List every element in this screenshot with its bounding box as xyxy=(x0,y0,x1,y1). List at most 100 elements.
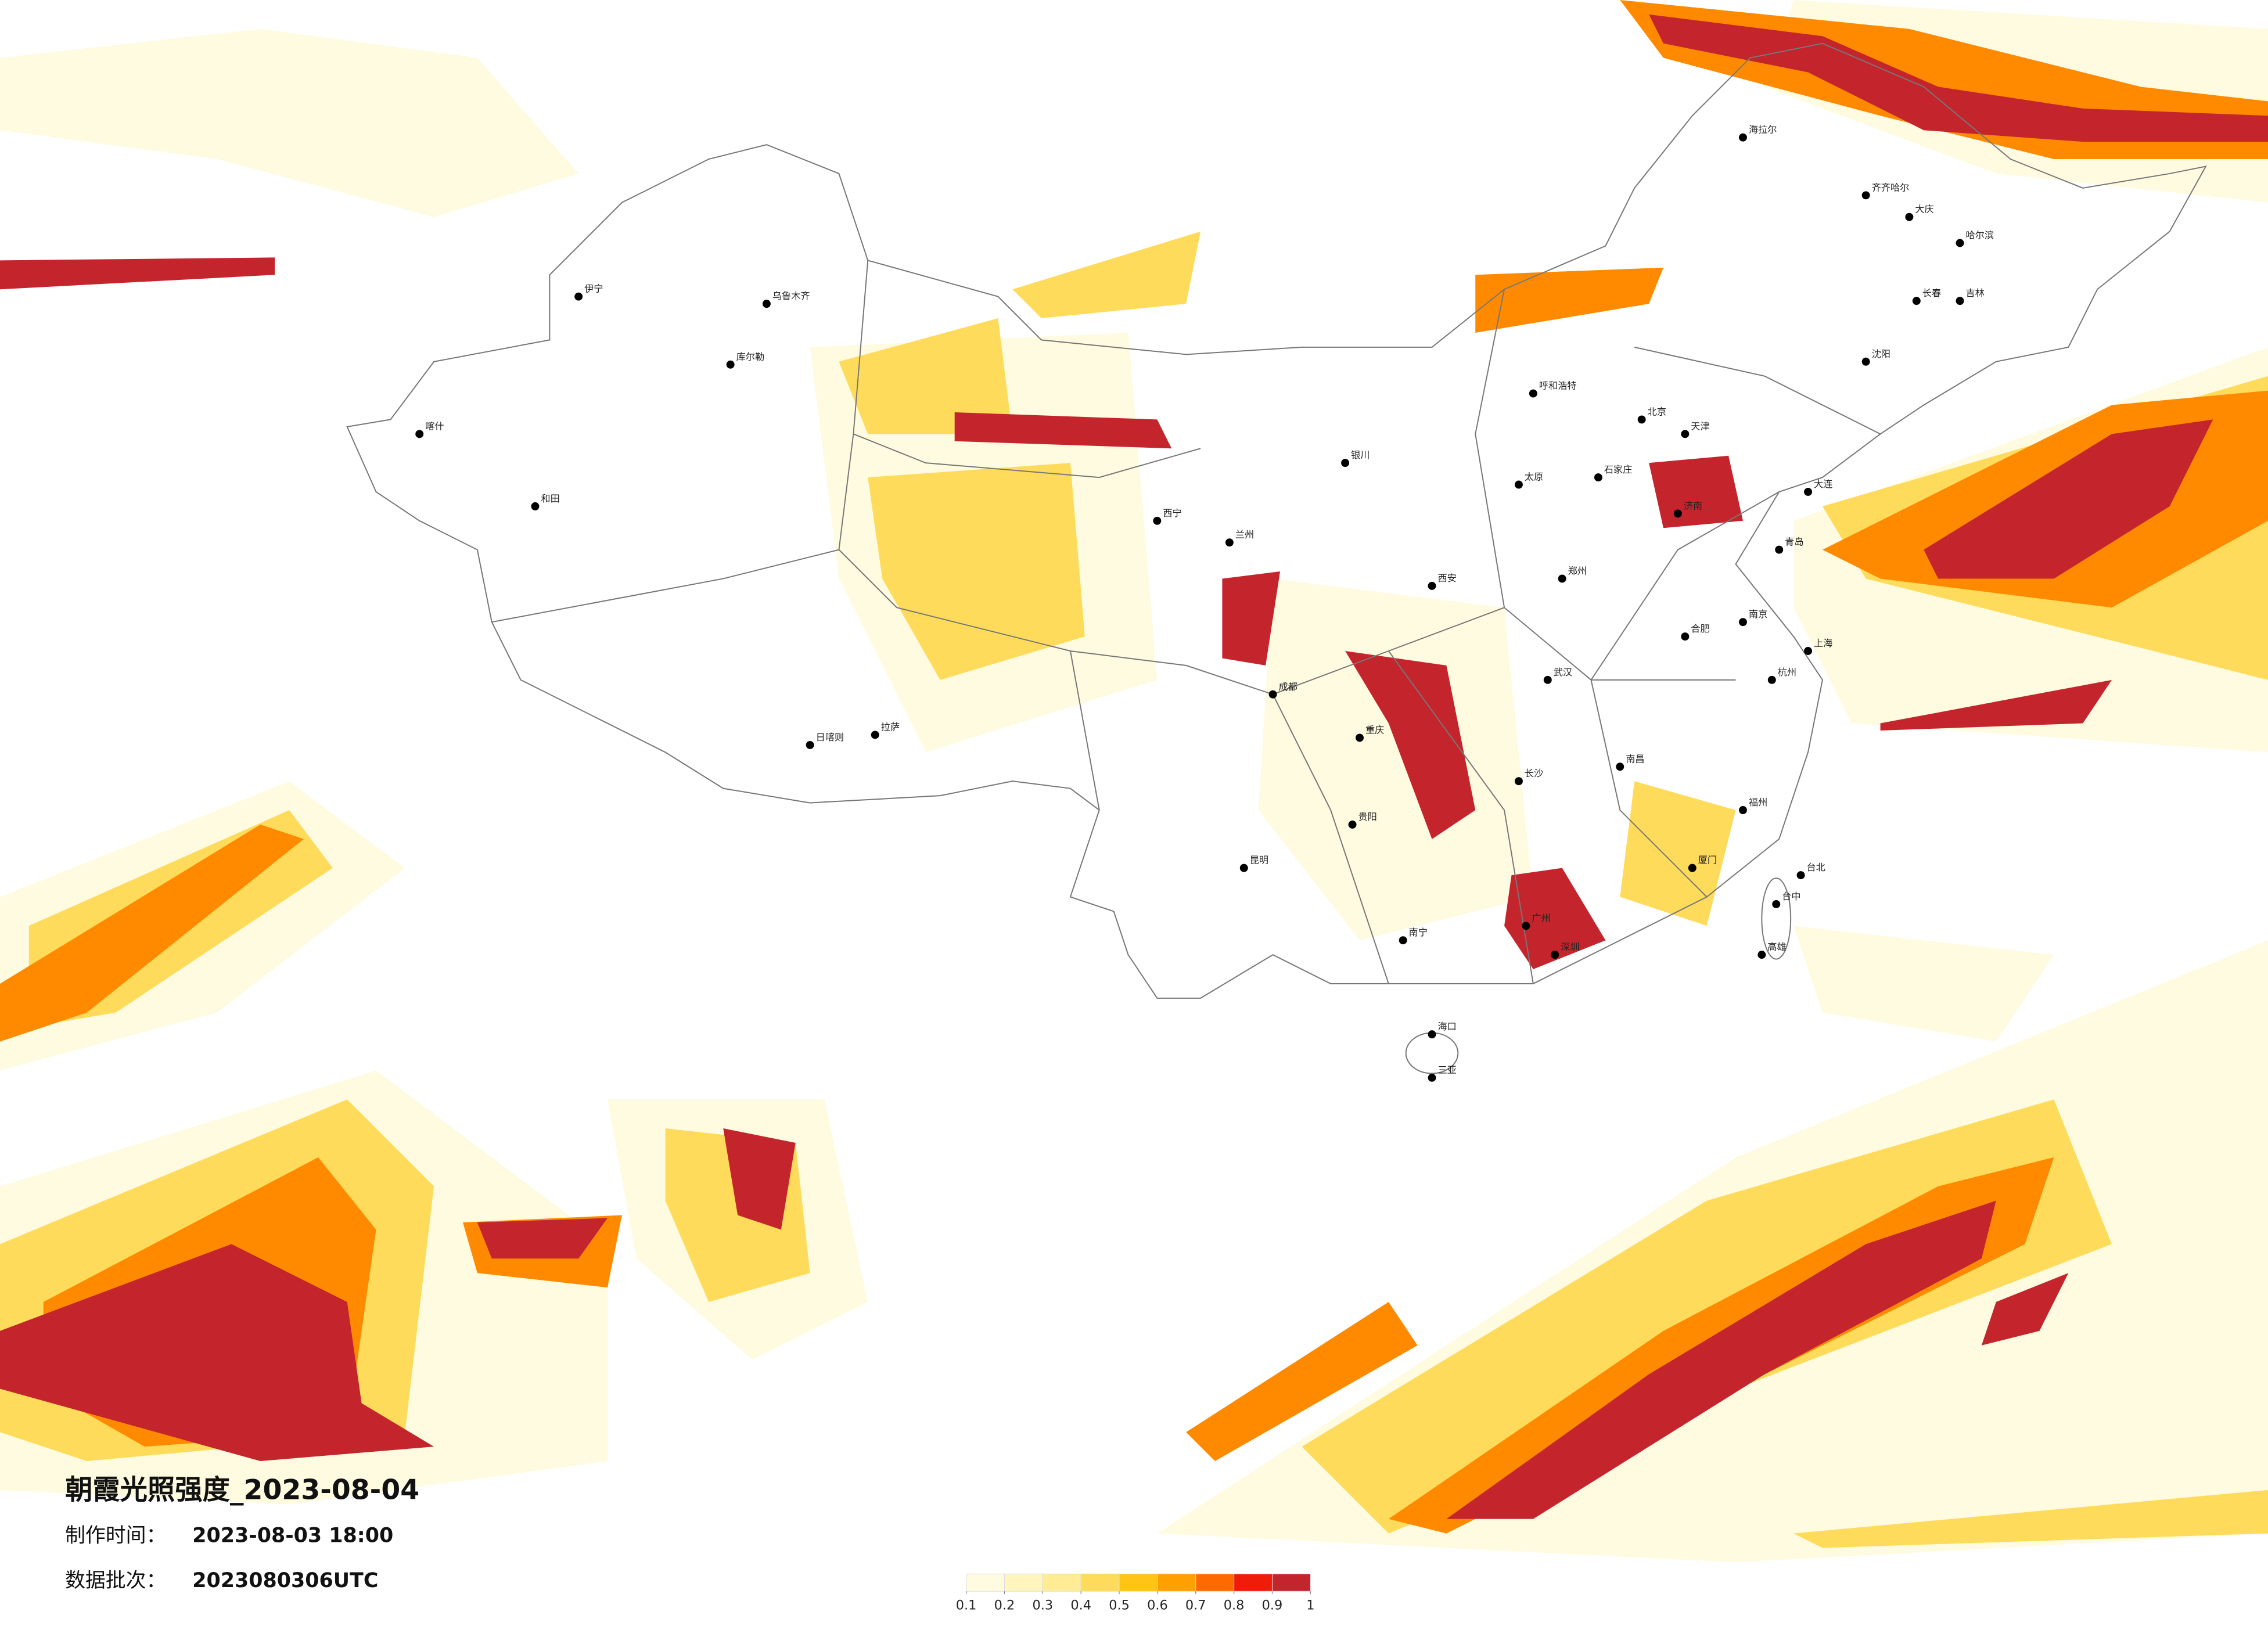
city-label: 长春 xyxy=(1922,287,1941,298)
city-marker xyxy=(1673,509,1682,518)
city-marker xyxy=(1529,389,1537,398)
city-marker xyxy=(1681,430,1690,438)
city-marker xyxy=(1912,297,1921,305)
city-label: 海拉尔 xyxy=(1749,124,1777,135)
city-label: 济南 xyxy=(1684,500,1702,511)
legend-swatch xyxy=(1004,1573,1043,1592)
china-outline xyxy=(346,42,2207,999)
city-marker xyxy=(1225,538,1234,547)
map-title: 朝霞光照强度_2023-08-04 xyxy=(65,1474,419,1506)
city-marker xyxy=(1775,545,1784,554)
taiwan xyxy=(1761,877,1792,960)
city-marker xyxy=(1738,618,1747,627)
city-marker xyxy=(1905,213,1914,221)
city-label: 拉萨 xyxy=(881,722,900,733)
city-label: 广州 xyxy=(1532,912,1550,923)
legend-swatch xyxy=(1195,1573,1235,1592)
city-marker xyxy=(1681,632,1690,641)
city-marker xyxy=(1514,777,1523,786)
info-value: 2023-08-03 18:00 xyxy=(192,1524,393,1548)
city-label: 杭州 xyxy=(1778,667,1796,678)
city-label: 长沙 xyxy=(1525,768,1543,779)
city-marker xyxy=(871,731,879,739)
legend-tick-label: 0.6 xyxy=(1147,1598,1168,1613)
city-label: 石家庄 xyxy=(1604,464,1633,475)
city-marker xyxy=(1804,488,1813,496)
city-marker xyxy=(1543,675,1552,684)
legend-tick-label: 0.7 xyxy=(1185,1598,1206,1613)
legend-tick-label: 0.4 xyxy=(1070,1598,1091,1613)
legend-tick-label: 0.3 xyxy=(1033,1598,1054,1613)
city-marker xyxy=(1738,133,1747,142)
city-label: 成都 xyxy=(1279,681,1297,692)
city-label: 武汉 xyxy=(1554,667,1572,678)
city-label: 喀什 xyxy=(425,420,444,431)
city-marker xyxy=(1757,951,1766,959)
city-label: 日喀则 xyxy=(816,732,844,743)
legend-tick-label: 0.1 xyxy=(956,1598,977,1613)
city-label: 沈阳 xyxy=(1872,348,1890,359)
city-marker xyxy=(1153,516,1162,525)
city-marker xyxy=(1796,871,1805,880)
city-label: 西安 xyxy=(1437,573,1456,584)
city-marker xyxy=(1514,480,1523,489)
city-label: 福州 xyxy=(1749,797,1767,808)
city-marker xyxy=(1558,574,1566,583)
city-marker xyxy=(1861,191,1870,200)
legend-tick-label: 0.2 xyxy=(994,1598,1015,1613)
city-marker xyxy=(574,292,583,301)
city-label: 西宁 xyxy=(1163,508,1181,519)
city-marker xyxy=(415,430,424,438)
city-label: 昆明 xyxy=(1250,855,1268,866)
city-marker xyxy=(1738,806,1747,814)
city-label: 吉林 xyxy=(1965,287,1984,298)
city-label: 郑州 xyxy=(1568,565,1587,576)
info-value: 2023080306UTC xyxy=(192,1569,378,1592)
city-label: 南京 xyxy=(1749,609,1767,620)
info-label: 数据批次： xyxy=(65,1569,166,1592)
city-marker xyxy=(1616,762,1624,771)
city-label: 大庆 xyxy=(1915,204,1933,215)
city-label: 重庆 xyxy=(1365,725,1384,736)
city-marker xyxy=(1767,675,1776,684)
city-label: 上海 xyxy=(1814,638,1832,649)
city-marker xyxy=(1428,1030,1436,1039)
city-label: 和田 xyxy=(541,493,559,504)
city-marker xyxy=(1239,864,1248,872)
city-label: 太原 xyxy=(1525,472,1543,483)
intensity-field xyxy=(0,0,2268,1563)
city-label: 高雄 xyxy=(1767,941,1786,952)
legend: 0.1 0.2 0.3 0.4 0.5 0.6 0.7 0.8 0.9 1 xyxy=(956,1573,1314,1613)
city-marker xyxy=(1804,647,1813,655)
legend-tick-label: 0.9 xyxy=(1262,1598,1283,1613)
city-label: 海口 xyxy=(1437,1021,1456,1032)
city-marker xyxy=(762,300,771,308)
city-label: 青岛 xyxy=(1785,537,1803,548)
city-marker xyxy=(531,502,540,510)
city-marker xyxy=(806,740,814,749)
city-marker xyxy=(1428,581,1436,590)
city-label: 三亚 xyxy=(1437,1064,1456,1075)
city-marker xyxy=(1348,820,1357,829)
city-marker xyxy=(1956,239,1964,247)
city-marker xyxy=(1688,864,1696,872)
city-label: 哈尔滨 xyxy=(1965,230,1994,241)
city-marker xyxy=(1861,357,1870,366)
info-label: 制作时间： xyxy=(65,1524,166,1548)
city-label: 呼和浩特 xyxy=(1539,380,1577,391)
city-marker xyxy=(1956,297,1964,305)
city-label: 天津 xyxy=(1691,420,1709,431)
city-label: 贵阳 xyxy=(1358,811,1377,822)
city-label: 伊宁 xyxy=(584,283,603,294)
city-marker xyxy=(1268,690,1277,699)
city-marker xyxy=(1522,922,1530,930)
very-high xyxy=(0,14,2268,1519)
city-marker xyxy=(1637,415,1646,424)
city-marker xyxy=(1341,459,1350,467)
city-label: 合肥 xyxy=(1691,623,1709,634)
city-label: 银川 xyxy=(1351,449,1370,461)
